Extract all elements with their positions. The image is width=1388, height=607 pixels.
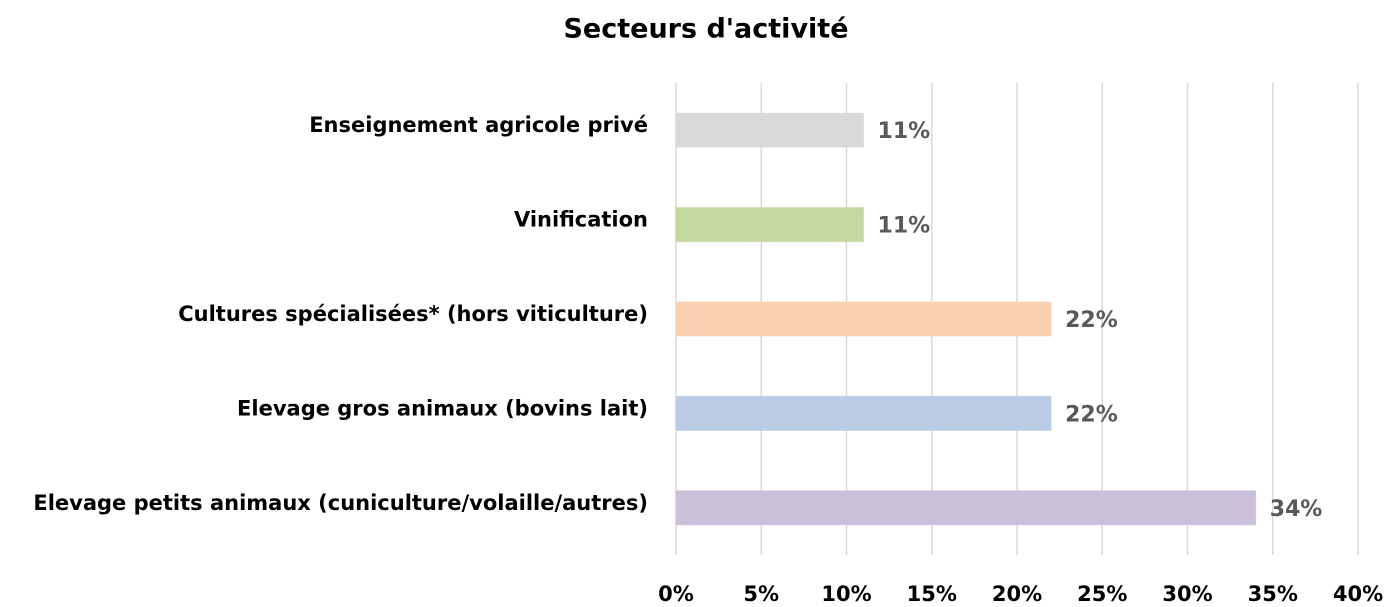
y-tick-label: Elevage gros animaux (bovins lait)	[237, 396, 648, 420]
data-label: 11%	[878, 214, 931, 239]
x-tick-label: 30%	[1162, 582, 1212, 606]
bar	[675, 395, 1052, 431]
bar	[675, 207, 865, 243]
y-tick-label: Enseignement agricole privé	[309, 113, 648, 137]
data-label: 34%	[1270, 497, 1323, 522]
y-tick-label: Vinification	[514, 208, 648, 232]
y-tick-label: Cultures spécialisées* (hors viticulture…	[178, 302, 648, 326]
data-label: 11%	[878, 119, 931, 144]
bar	[675, 112, 865, 148]
x-tick-label: 35%	[1248, 582, 1298, 606]
x-tick-label: 10%	[821, 582, 871, 606]
x-tick-label: 40%	[1333, 582, 1383, 606]
x-tick-label: 15%	[907, 582, 957, 606]
x-tick-label: 20%	[992, 582, 1042, 606]
bar	[675, 490, 1257, 526]
chart-title: Secteurs d'activité	[563, 14, 848, 45]
data-label: 22%	[1065, 402, 1118, 427]
x-tick-label: 25%	[1077, 582, 1127, 606]
x-tick-label: 5%	[743, 582, 779, 606]
x-tick-label: 0%	[658, 582, 694, 606]
y-tick-label: Elevage petits animaux (cuniculture/vola…	[33, 491, 648, 515]
data-label: 22%	[1065, 308, 1118, 333]
bar	[675, 301, 1052, 337]
